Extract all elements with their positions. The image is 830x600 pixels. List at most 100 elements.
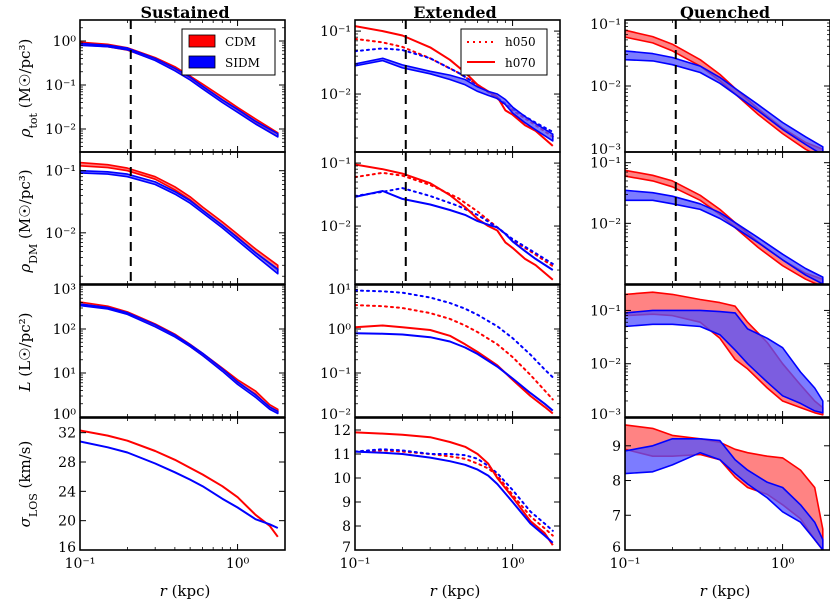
panel-frame <box>354 151 561 285</box>
y-tick-label: 7 <box>342 540 351 556</box>
panel-sustained-luminosity: 10³ 10² 10¹ 10⁰ <box>53 282 286 423</box>
series-h070-sidm-line <box>355 332 554 412</box>
panels-layer: 10⁰10⁻¹10⁻²10⁻¹10⁻²10⁻¹10⁻²10⁻³10⁻¹10⁻²1… <box>45 17 830 572</box>
y-tick-label: 16 <box>58 540 76 556</box>
y-tick-label: 32 <box>58 426 76 442</box>
series-cdm-band <box>80 161 279 271</box>
y-tick-label: 20 <box>58 514 76 530</box>
series-h050-sidm-line <box>355 448 554 532</box>
xlabel-sustained-symbol: r <box>160 582 168 600</box>
series-cdm-line <box>80 429 279 538</box>
plot-area <box>625 152 824 284</box>
series-cdm-band <box>80 301 279 413</box>
y-tick-label: 12 <box>333 423 351 439</box>
ylabel-density-total: ρtot (M☉/pc³) <box>16 39 40 139</box>
series-sidm-band <box>80 169 279 275</box>
series-h050-sidm-line <box>355 289 554 379</box>
y-tick-label: 10⁻¹ <box>320 366 351 382</box>
ylabel-density-dm-symbol: ρ <box>16 264 34 274</box>
series-h070-cdm-line <box>355 25 554 147</box>
series-h050-cdm-line <box>355 449 554 537</box>
ylabel-density-dm-unit: (M☉/pc³) <box>16 169 34 243</box>
x-tick-label: 10⁰ <box>226 556 250 572</box>
panel-frame <box>624 417 830 551</box>
panel-frame <box>79 151 286 285</box>
xlabel-extended-unit: (kpc) <box>437 582 481 600</box>
ylabel-luminosity-unit: (L☉/pc²) <box>16 313 34 382</box>
series-h070-cdm-line <box>355 431 554 546</box>
y-tick-label: 10⁻¹ <box>590 156 621 172</box>
y-tick-label: 10⁻² <box>320 87 351 103</box>
panel-frame <box>624 284 830 418</box>
ylabel-velocity-dispersion: σLOS (km/s) <box>16 441 40 528</box>
y-tick-label: 10⁻¹ <box>45 78 76 94</box>
y-tick-label: 24 <box>58 484 76 500</box>
y-tick-label: 10⁻¹ <box>320 24 351 40</box>
ylabel-density-dm: ρDM (M☉/pc³) <box>16 169 40 273</box>
y-tick-label: 6 <box>612 540 621 556</box>
panel-frame <box>354 284 561 418</box>
ylabel-density-total-symbol: ρ <box>16 128 34 138</box>
legend-label-h070: h070 <box>505 56 536 70</box>
x-tick-label: 10⁰ <box>771 556 795 572</box>
column-title-sustained: Sustained <box>140 3 229 22</box>
xlabel-extended-symbol: r <box>430 582 438 600</box>
y-tick-label: 10⁻³ <box>590 407 621 423</box>
xlabel-quenched-symbol: r <box>700 582 708 600</box>
plot-area <box>355 431 554 546</box>
series-sidm-band <box>625 309 824 414</box>
legend-model: CDM SIDM <box>181 28 276 76</box>
series-h050-cdm-line <box>355 171 554 268</box>
panel-quenched-density-total: 10⁻¹ 10⁻² 10⁻³ <box>590 17 830 158</box>
y-tick-label: 10⁻¹ <box>590 303 621 319</box>
legend-swatch-cdm <box>188 34 216 48</box>
y-tick-label: 28 <box>58 455 76 471</box>
ylabel-density-dm-sub: DM <box>27 244 40 264</box>
series-h070-sidm-line <box>355 190 554 271</box>
panel-extended-velocity-dispersion: 10⁻¹ 10⁰ 12 11 10 9 8 7 <box>333 417 561 572</box>
panel-sustained-density-dm: 10⁻¹ 10⁻² <box>45 151 286 285</box>
ylabel-density-total-sub: tot <box>27 112 40 128</box>
y-tick-label: 10⁻² <box>45 226 76 242</box>
ylabel-velocity-dispersion-symbol: σ <box>16 516 34 527</box>
y-tick-label: 10⁻¹ <box>590 17 621 33</box>
xlabel-extended: r (kpc) <box>430 582 481 600</box>
plot-area <box>355 152 554 284</box>
panel-extended-density-dm: 10⁻¹ 10⁻² <box>320 151 561 285</box>
legend-label-sidm: SIDM <box>225 56 260 70</box>
x-tick-label: 10⁰ <box>501 556 525 572</box>
y-tick-label: 10⁰ <box>53 407 77 423</box>
y-tick-label: 10⁻² <box>590 79 621 95</box>
y-tick-label: 11 <box>333 447 351 463</box>
y-tick-label: 10² <box>53 322 76 338</box>
panel-sustained-density-total: 10⁰ 10⁻¹ 10⁻² <box>45 19 286 153</box>
panel-quenched-velocity-dispersion: 10⁻¹ 10⁰ 9 8 7 6 <box>610 417 830 572</box>
panel-extended-luminosity: 10¹ 10⁰ 10⁻¹ 10⁻² <box>320 282 561 423</box>
series-h050-cdm-line <box>355 304 554 401</box>
series-sidm-band <box>625 438 824 550</box>
ylabel-velocity-dispersion-unit: (km/s) <box>16 441 34 494</box>
legend-simulation: h050 h070 <box>460 28 548 76</box>
series-cdm-band <box>625 424 824 550</box>
y-tick-label: 10⁰ <box>328 322 352 338</box>
panel-quenched-luminosity: 10⁻¹ 10⁻² 10⁻³ <box>590 284 830 423</box>
series-sidm-band <box>625 189 824 284</box>
y-tick-label: 10⁻¹ <box>45 164 76 180</box>
legend-label-h050: h050 <box>505 35 536 49</box>
ylabel-luminosity: L (L☉/pc²) <box>16 313 34 393</box>
panel-frame <box>624 151 830 285</box>
legend-swatch-sidm <box>188 55 216 69</box>
legend-simulation-box <box>460 28 548 76</box>
y-tick-label: 10¹ <box>328 282 351 298</box>
y-tick-label: 10⁻² <box>320 407 351 423</box>
plot-area <box>80 20 279 152</box>
xlabel-quenched-unit: (kpc) <box>707 582 751 600</box>
series-h070-cdm-line <box>355 163 554 281</box>
plot-area <box>355 20 554 152</box>
series-sidm-band <box>80 42 279 138</box>
y-tick-label: 10¹ <box>53 366 76 382</box>
series-cdm-band <box>625 169 824 284</box>
panel-quenched-density-dm: 10⁻¹ 10⁻² <box>590 151 830 285</box>
series-sidm-band <box>625 50 824 152</box>
